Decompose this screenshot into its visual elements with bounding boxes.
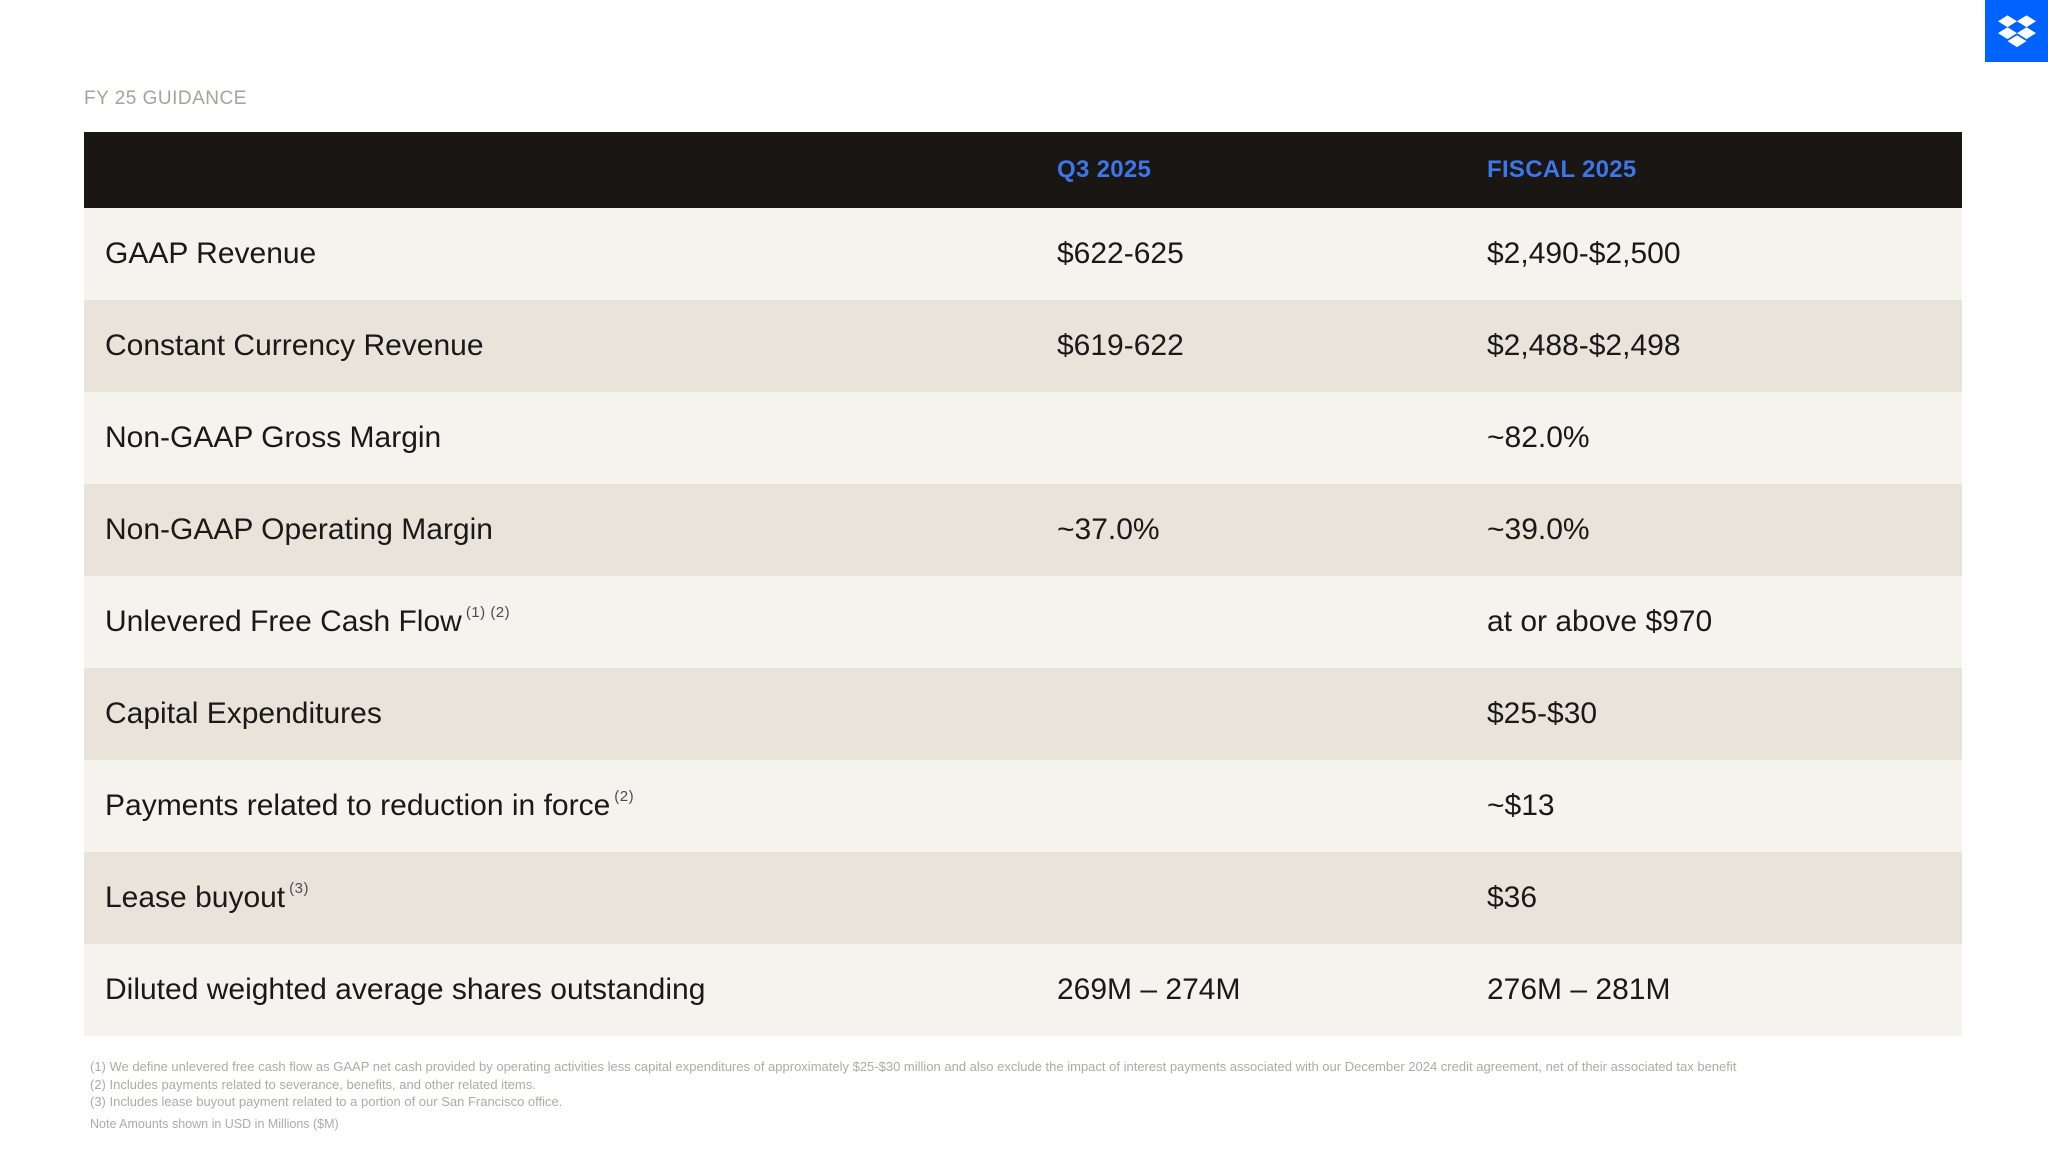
guidance-table: Q3 2025 FISCAL 2025 GAAP Revenue $622-62… xyxy=(84,132,1962,1036)
footnote-marker: (2) xyxy=(614,788,635,805)
table-row-unlevered-free-cash-flow: Unlevered Free Cash Flow (1) (2) at or ab… xyxy=(84,576,1962,668)
footnotes: (1) We define unlevered free cash flow a… xyxy=(90,1058,1940,1133)
footnote-marker: (3) xyxy=(289,880,309,897)
header-cell-q3-2025: Q3 2025 xyxy=(1057,156,1152,183)
page-title: FY 25 GUIDANCE xyxy=(84,88,247,109)
footnote-3: (3) Includes lease buyout payment relate… xyxy=(90,1094,563,1109)
q3-value: $622-625 xyxy=(1057,237,1184,270)
q3-value: 269M – 274M xyxy=(1057,973,1241,1006)
table-row-reduction-in-force-payments: Payments related to reduction in force (2… xyxy=(84,760,1962,852)
row-label: Unlevered Free Cash Flow xyxy=(105,605,462,638)
row-label: Payments related to reduction in force xyxy=(105,789,611,822)
table-row-lease-buyout: Lease buyout (3) $36 xyxy=(84,852,1962,944)
row-label: Capital Expenditures xyxy=(105,697,382,730)
fiscal-value: 276M – 281M xyxy=(1487,973,1671,1006)
footnote-2: (2) Includes payments related to severan… xyxy=(90,1076,536,1092)
table-row-constant-currency-revenue: Constant Currency Revenue $619-622 $2,48… xyxy=(84,300,1962,392)
fiscal-value: ~82.0% xyxy=(1487,421,1590,454)
table-row-capital-expenditures: Capital Expenditures $25-$30 xyxy=(84,668,1962,760)
row-label: GAAP Revenue xyxy=(105,237,317,270)
q3-value: ~37.0% xyxy=(1057,513,1160,546)
row-label: Diluted weighted average shares outstand… xyxy=(105,973,706,1006)
fiscal-value: ~$13 xyxy=(1487,789,1555,822)
table-header-row: Q3 2025 FISCAL 2025 xyxy=(84,132,1962,208)
fiscal-value: $25-$30 xyxy=(1487,697,1598,730)
fiscal-value: ~39.0% xyxy=(1487,513,1590,546)
fiscal-value: $2,488-$2,498 xyxy=(1487,329,1681,362)
footnote-1: (1) We define unlevered free cash flow a… xyxy=(90,1059,1737,1074)
q3-value: $619-622 xyxy=(1057,329,1184,362)
dropbox-logo xyxy=(1985,0,2048,62)
units-note: Note Amounts shown in USD in Millions ($… xyxy=(90,1116,339,1131)
table-row-non-gaap-operating-margin: Non-GAAP Operating Margin ~37.0% ~39.0% xyxy=(84,484,1962,576)
table-row-non-gaap-gross-margin: Non-GAAP Gross Margin ~82.0% xyxy=(84,392,1962,484)
footnote-marker: (1) (2) xyxy=(465,604,511,621)
row-label: Non-GAAP Operating Margin xyxy=(105,513,493,546)
dropbox-icon xyxy=(1997,14,2036,47)
row-label: Lease buyout xyxy=(105,881,286,914)
table-row-diluted-shares-outstanding: Diluted weighted average shares outstand… xyxy=(84,944,1962,1036)
header-cell-fiscal-2025: FISCAL 2025 xyxy=(1487,156,1637,183)
fiscal-value: at or above $970 xyxy=(1487,605,1713,638)
fiscal-value: $2,490-$2,500 xyxy=(1487,237,1681,270)
row-label: Non-GAAP Gross Margin xyxy=(105,421,442,454)
table-row-gaap-revenue: GAAP Revenue $622-625 $2,490-$2,500 xyxy=(84,208,1962,300)
fiscal-value: $36 xyxy=(1487,881,1538,914)
row-label: Constant Currency Revenue xyxy=(105,329,484,362)
